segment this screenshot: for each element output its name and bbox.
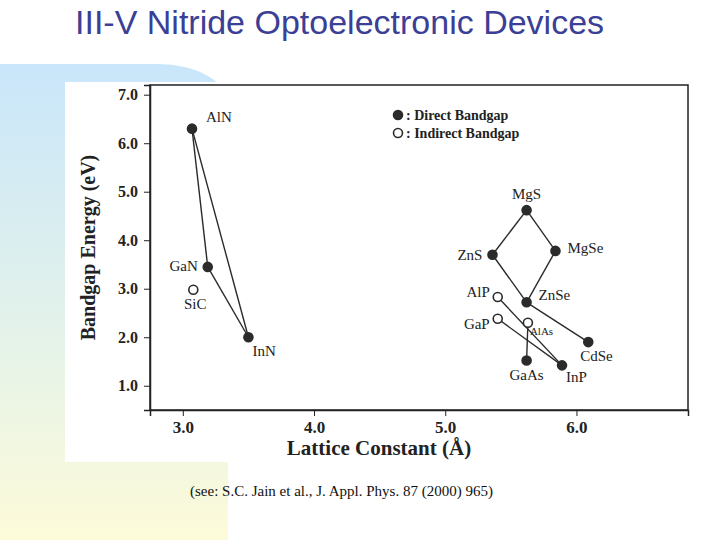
slide-title: III-V Nitride Optoelectronic Devices bbox=[75, 4, 635, 41]
point-label: InN bbox=[252, 343, 275, 359]
x-tick-label: 3.0 bbox=[173, 418, 194, 437]
y-tick-label: 1.0 bbox=[118, 377, 138, 394]
point-label: MgS bbox=[512, 186, 541, 202]
data-point bbox=[584, 338, 593, 347]
data-point bbox=[522, 356, 531, 365]
connector-line bbox=[492, 255, 526, 303]
y-axis-title: Bandgap Energy (eV) bbox=[77, 155, 100, 341]
x-tick-mark bbox=[445, 410, 446, 416]
y-axis-line bbox=[144, 86, 151, 411]
y-tick: 2.0 bbox=[118, 329, 150, 346]
data-point bbox=[551, 246, 560, 255]
plot-frame bbox=[150, 85, 688, 410]
data-point bbox=[488, 250, 497, 259]
x-tick: 3.0 bbox=[173, 410, 194, 437]
data-point bbox=[189, 285, 198, 294]
y-tick: 3.0 bbox=[118, 280, 150, 297]
legend-label: : Indirect Bandgap bbox=[406, 126, 520, 141]
chart-panel bbox=[65, 82, 693, 462]
x-tick-mark bbox=[314, 410, 315, 416]
legend-marker bbox=[394, 111, 403, 120]
connector-line bbox=[492, 210, 526, 255]
point-label: SiC bbox=[184, 296, 207, 312]
data-point bbox=[493, 314, 502, 323]
x-tick: 4.0 bbox=[304, 410, 325, 437]
point-label: CdSe bbox=[580, 348, 613, 364]
point-label: ZnSe bbox=[539, 287, 571, 303]
plot-area bbox=[187, 124, 592, 370]
data-point bbox=[522, 206, 531, 215]
x-tick-label: 5.0 bbox=[435, 418, 456, 437]
y-tick-label: 5.0 bbox=[118, 183, 138, 200]
legend-marker bbox=[394, 129, 403, 138]
y-tick-mark bbox=[144, 337, 150, 338]
connector-line bbox=[498, 319, 562, 366]
x-tick-mark bbox=[183, 410, 184, 416]
point-labels: AlN GaN InN MgS ZnS MgSe ZnSe CdSe GaAs InP SiC AlP… bbox=[169, 109, 613, 386]
y-tick-mark bbox=[144, 289, 150, 290]
x-tick-label: 6.0 bbox=[566, 418, 587, 437]
connector-line bbox=[498, 297, 562, 365]
x-axis: 3.0 4.0 5.0 6.0 bbox=[151, 410, 689, 437]
x-tick: 5.0 bbox=[435, 410, 456, 437]
point-label: GaN bbox=[169, 258, 197, 274]
y-tick-mark bbox=[144, 143, 150, 144]
y-axis: 1.0 2.0 3.0 4.0 5.0 6.0 7.0 bbox=[118, 86, 151, 411]
legend: : Direct Bandgap : Indirect Bandgap bbox=[394, 108, 520, 141]
data-point bbox=[203, 262, 212, 271]
y-tick-label: 4.0 bbox=[118, 232, 138, 249]
source-note: (see: S.C. Jain et al., J. Appl. Phys. 8… bbox=[190, 483, 493, 500]
x-tick-mark bbox=[576, 410, 577, 416]
y-tick: 6.0 bbox=[118, 135, 150, 152]
point-label: MgSe bbox=[567, 240, 603, 256]
x-axis-title: Lattice Constant (Å) bbox=[287, 436, 471, 460]
y-tick: 7.0 bbox=[118, 86, 150, 103]
point-label: AlN bbox=[206, 109, 232, 125]
connector-line bbox=[192, 129, 208, 267]
y-tick-mark bbox=[144, 192, 150, 193]
point-label: AlP bbox=[466, 284, 489, 300]
y-tick: 1.0 bbox=[118, 377, 150, 394]
data-point bbox=[187, 124, 196, 133]
y-tick-mark bbox=[144, 95, 150, 96]
y-tick-label: 3.0 bbox=[118, 280, 138, 297]
point-label: InP bbox=[566, 369, 587, 385]
y-tick-label: 6.0 bbox=[118, 135, 138, 152]
x-tick-label: 4.0 bbox=[304, 418, 325, 437]
x-axis-line bbox=[151, 411, 689, 417]
y-tick: 5.0 bbox=[118, 183, 150, 200]
y-tick-mark bbox=[144, 240, 150, 241]
point-label: ZnS bbox=[457, 247, 482, 263]
point-label: GaAs bbox=[510, 367, 544, 383]
data-point bbox=[244, 333, 253, 342]
y-tick-label: 2.0 bbox=[118, 329, 138, 346]
data-point bbox=[493, 292, 502, 301]
legend-label: : Direct Bandgap bbox=[406, 108, 509, 123]
y-tick-mark bbox=[144, 386, 150, 387]
point-label: AlAs bbox=[530, 325, 553, 337]
connector-line bbox=[527, 210, 556, 251]
connector-line bbox=[208, 267, 249, 337]
point-label: GaP bbox=[464, 316, 490, 332]
x-tick: 6.0 bbox=[566, 410, 587, 437]
connector-line bbox=[527, 323, 528, 361]
connector-line bbox=[527, 302, 589, 342]
y-tick-label: 7.0 bbox=[118, 86, 138, 103]
data-point bbox=[522, 298, 531, 307]
y-tick: 4.0 bbox=[118, 232, 150, 249]
